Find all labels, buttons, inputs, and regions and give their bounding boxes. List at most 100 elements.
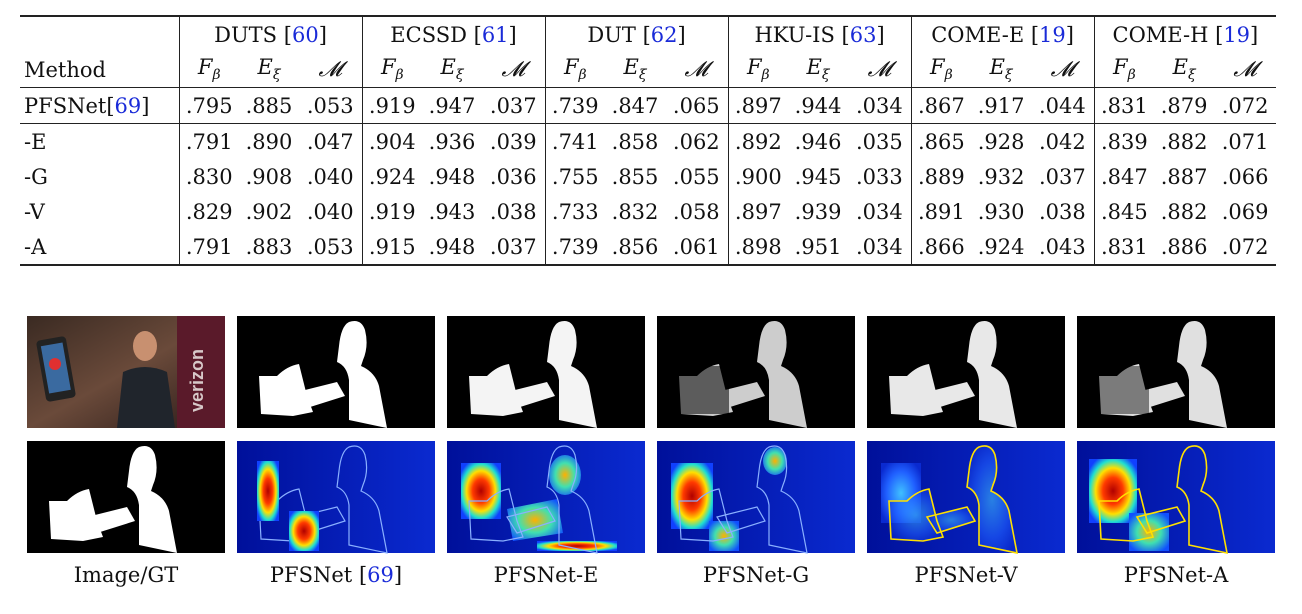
table-cell: .755 bbox=[551, 164, 599, 189]
table-cell: .829 bbox=[185, 199, 233, 224]
table-cell: .882 bbox=[1154, 123, 1215, 159]
table-cell: .924 bbox=[368, 164, 416, 189]
metric-symbol: F bbox=[380, 55, 396, 80]
table-cell: .739 bbox=[545, 87, 606, 124]
table-cell: .855 bbox=[611, 164, 659, 189]
table-cell: .951 bbox=[788, 229, 849, 266]
metric-symbol: 𝓜 bbox=[1050, 57, 1075, 81]
table-cell: .939 bbox=[794, 199, 842, 224]
dataset-header-duts: DUTS [60] bbox=[179, 15, 363, 52]
results-table-wrapper: DUTS [60] ECSSD [61] DUT [62] HKU-IS [63… bbox=[20, 15, 1277, 266]
table-cell: .919 bbox=[368, 199, 416, 224]
metric-header-m: 𝓜 bbox=[299, 52, 363, 88]
table-cell: .932 bbox=[977, 164, 1025, 189]
metric-subscript: ξ bbox=[1004, 67, 1013, 84]
table-cell: .889 bbox=[917, 164, 965, 189]
table-cell: .034 bbox=[848, 87, 912, 124]
table-cell: .038 bbox=[1031, 194, 1095, 229]
table-cell: .945 bbox=[794, 164, 842, 189]
table-row: -A .791.883.053.915.948.037.739.856.061.8… bbox=[20, 229, 1277, 266]
table-cell: .948 bbox=[422, 229, 483, 266]
metric-subscript: ξ bbox=[1187, 67, 1196, 84]
caption-pfsnet-v: PFSNet-V bbox=[867, 563, 1065, 587]
metric-symbol: E bbox=[623, 55, 639, 80]
verizon-sign-text: verizon bbox=[187, 349, 207, 412]
caption-text: PFSNet bbox=[269, 563, 359, 587]
prediction-pfsnet-g bbox=[657, 316, 855, 428]
caption-pfsnet: PFSNet [69] bbox=[269, 563, 403, 587]
baseline-row: PFSNet[69] .795.885.053.919.947.037.739.… bbox=[20, 87, 1277, 124]
citation-link[interactable]: 69 bbox=[367, 563, 394, 587]
citation-link[interactable]: 19 bbox=[1223, 22, 1251, 47]
table-cell: .948 bbox=[428, 164, 476, 189]
table-cell: .061 bbox=[665, 229, 729, 266]
table-cell: .037 bbox=[482, 87, 546, 124]
metric-symbol: F bbox=[197, 55, 213, 80]
table-cell: .733 bbox=[551, 199, 599, 224]
table-cell: .947 bbox=[422, 87, 483, 124]
table-cell: .071 bbox=[1214, 123, 1277, 159]
table-cell: .865 bbox=[911, 123, 972, 159]
metric-subscript: β bbox=[212, 67, 221, 84]
metric-subscript: β bbox=[1127, 67, 1136, 84]
metric-symbol: E bbox=[440, 55, 456, 80]
metric-subscript: β bbox=[944, 67, 953, 84]
method-name: PFSNet bbox=[24, 93, 107, 118]
metric-header-m: 𝓜 bbox=[1214, 52, 1276, 88]
metric-header-f: Fβ bbox=[545, 52, 605, 88]
dataset-name: DUTS bbox=[214, 22, 278, 47]
error-map-pfsnet bbox=[237, 441, 435, 554]
metric-header-f: Fβ bbox=[728, 52, 788, 88]
metric-symbol: 𝓜 bbox=[501, 57, 526, 81]
table-cell: .839 bbox=[1094, 123, 1155, 159]
dataset-header-come-h: COME-H [19] bbox=[1094, 15, 1277, 52]
error-map-pfsnet-a bbox=[1077, 441, 1275, 554]
metric-subscript: ξ bbox=[821, 67, 830, 84]
metric-subscript: β bbox=[578, 67, 587, 84]
table-cell: .034 bbox=[848, 229, 912, 266]
metric-header-m: 𝓜 bbox=[1031, 52, 1095, 88]
dataset-name: ECSSD bbox=[390, 22, 467, 47]
method-name: -V bbox=[20, 194, 180, 229]
dataset-header-dut: DUT [62] bbox=[545, 15, 729, 52]
table-cell: .038 bbox=[482, 194, 546, 229]
metric-symbol: F bbox=[1113, 55, 1128, 80]
citation-link[interactable]: 19 bbox=[1039, 22, 1066, 47]
table-cell: .062 bbox=[665, 123, 729, 159]
caption-pfsnet-g: PFSNet-G bbox=[657, 563, 855, 587]
baseline-method: PFSNet[69] bbox=[20, 87, 180, 124]
table-cell: .831 bbox=[1094, 229, 1155, 266]
caption-image-gt: Image/GT bbox=[27, 563, 225, 587]
metric-header-e: Eξ bbox=[971, 52, 1031, 88]
table-cell: .944 bbox=[788, 87, 849, 124]
citation-link[interactable]: 62 bbox=[650, 22, 678, 47]
table-cell: .856 bbox=[605, 229, 666, 266]
table-cell: .883 bbox=[239, 229, 299, 266]
citation-link[interactable]: 63 bbox=[849, 22, 877, 47]
metric-symbol: 𝓜 bbox=[1233, 57, 1257, 81]
metric-subscript: ξ bbox=[272, 67, 281, 84]
metric-symbol: F bbox=[930, 55, 945, 80]
table-cell: .943 bbox=[428, 199, 476, 224]
method-header: Method bbox=[20, 52, 180, 88]
metric-header-e: Eξ bbox=[605, 52, 665, 88]
table-cell: .047 bbox=[299, 123, 363, 159]
table-cell: .892 bbox=[728, 123, 789, 159]
metric-subscript: β bbox=[761, 67, 770, 84]
table-cell: .882 bbox=[1160, 199, 1208, 224]
error-map-pfsnet-v bbox=[867, 441, 1065, 554]
error-map-pfsnet-e bbox=[447, 441, 645, 554]
metric-header-e: Eξ bbox=[422, 52, 482, 88]
metric-symbol: E bbox=[1172, 55, 1188, 80]
table-cell: .831 bbox=[1094, 87, 1155, 124]
table-cell: .055 bbox=[665, 159, 729, 194]
caption-text: PFSNet-E bbox=[493, 563, 599, 587]
results-table: DUTS [60] ECSSD [61] DUT [62] HKU-IS [63… bbox=[20, 15, 1277, 266]
citation-link[interactable]: 69 bbox=[114, 93, 142, 118]
citation-link[interactable]: 60 bbox=[291, 22, 319, 47]
citation-link[interactable]: 61 bbox=[481, 22, 509, 47]
metric-header-row: Method Fβ Eξ 𝓜 Fβ Eξ 𝓜 Fβ Eξ 𝓜 Fβ Eξ 𝓜 Fβ Eξ 𝓜 Fβ Eξ 𝓜 bbox=[20, 52, 1276, 88]
error-map-pfsnet-g bbox=[657, 441, 855, 554]
metric-header-e: Eξ bbox=[239, 52, 299, 88]
dataset-header-row: DUTS [60] ECSSD [61] DUT [62] HKU-IS [63… bbox=[20, 15, 1277, 52]
